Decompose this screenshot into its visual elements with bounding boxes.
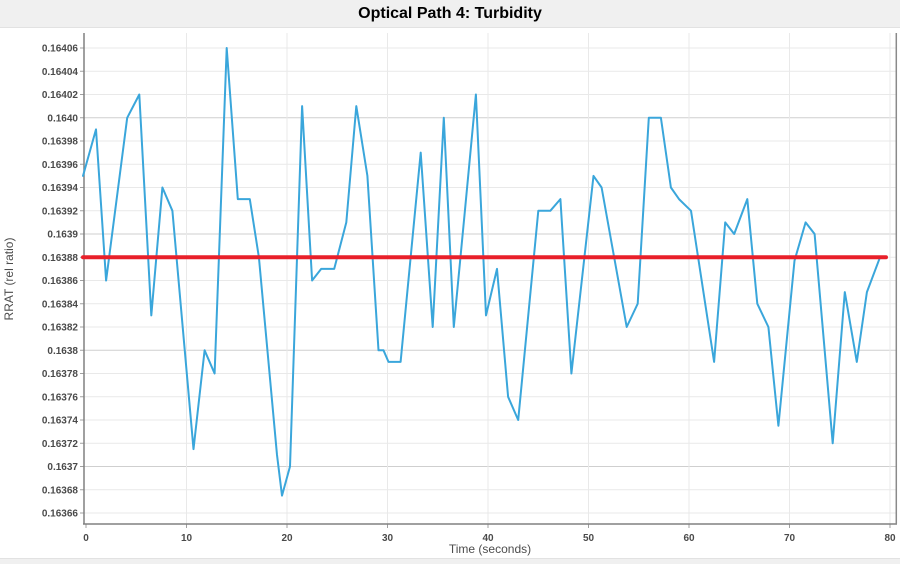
x-tick-label: 0: [83, 533, 89, 544]
y-tick-label: 0.16404: [42, 67, 79, 78]
chart-title-bar: Optical Path 4: Turbidity: [0, 0, 900, 28]
x-tick-label: 70: [784, 533, 796, 544]
y-tick-label: 0.16382: [42, 323, 79, 334]
y-tick-label: 0.16396: [42, 160, 79, 171]
y-tick-label: 0.16378: [42, 369, 79, 380]
x-tick-label: 50: [583, 533, 595, 544]
y-tick-label: 0.16398: [42, 137, 79, 148]
bottom-status-strip: [0, 558, 900, 564]
y-tick-label: 0.1637: [47, 462, 78, 473]
x-tick-label: 60: [683, 533, 695, 544]
y-tick-label: 0.16384: [42, 299, 79, 310]
x-tick-label: 40: [482, 533, 494, 544]
y-tick-label: 0.1638: [47, 346, 78, 357]
chart-title: Optical Path 4: Turbidity: [358, 5, 542, 22]
x-tick-label: 30: [382, 533, 394, 544]
y-tick-label: 0.16372: [42, 439, 79, 450]
x-tick-label: 20: [281, 533, 293, 544]
y-tick-label: 0.16374: [42, 416, 79, 427]
series-line: [82, 47, 881, 497]
y-tick-label: 0.16392: [42, 206, 79, 217]
x-tick-label: 10: [181, 533, 193, 544]
y-axis-label: RRAT (rel ratio): [2, 238, 16, 321]
y-tick-label: 0.16366: [42, 509, 79, 520]
y-tick-label: 0.1640: [47, 113, 78, 124]
y-tick-label: 0.16386: [42, 276, 79, 287]
y-tick-label: 0.16402: [42, 90, 79, 101]
x-tick-label: 80: [884, 533, 896, 544]
y-tick-label: 0.16394: [42, 183, 79, 194]
y-tick-label: 0.16388: [42, 253, 79, 264]
y-tick-label: 0.16376: [42, 392, 79, 403]
y-tick-label: 0.16368: [42, 485, 79, 496]
y-tick-label: 0.16406: [42, 44, 79, 55]
y-tick-label: 0.1639: [47, 230, 78, 241]
x-axis-label: Time (seconds): [449, 542, 531, 556]
